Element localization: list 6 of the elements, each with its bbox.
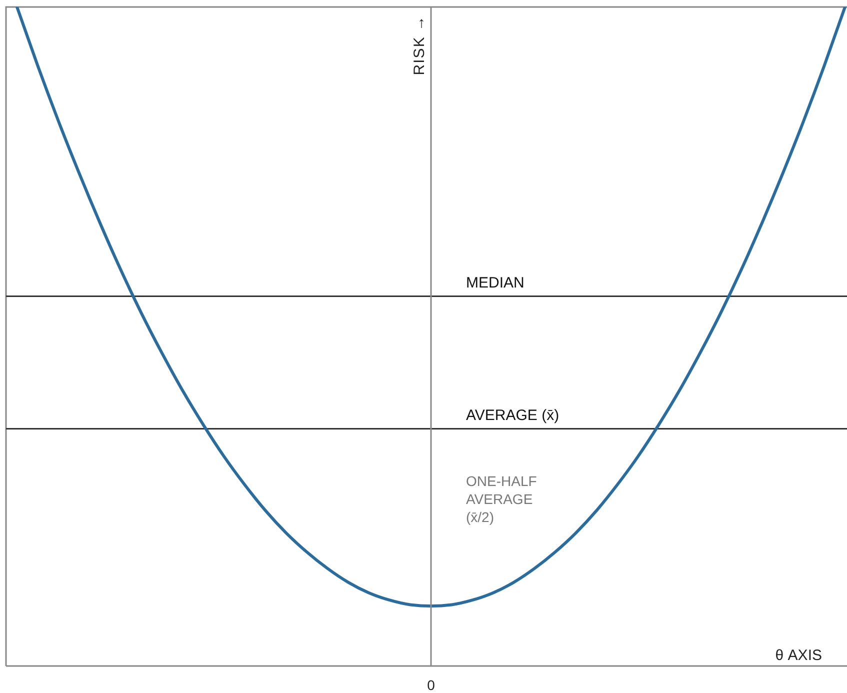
x-axis-title: θ AXIS (775, 647, 822, 664)
text: 0 (427, 677, 436, 693)
annotation: ONE-HALF AVERAGE (x̄/2) (466, 473, 537, 525)
y-axis-title: RISK → (411, 15, 428, 76)
ref-line-label: MEDIAN (466, 274, 524, 292)
ref-line-label: AVERAGE (x̄) (466, 406, 560, 424)
